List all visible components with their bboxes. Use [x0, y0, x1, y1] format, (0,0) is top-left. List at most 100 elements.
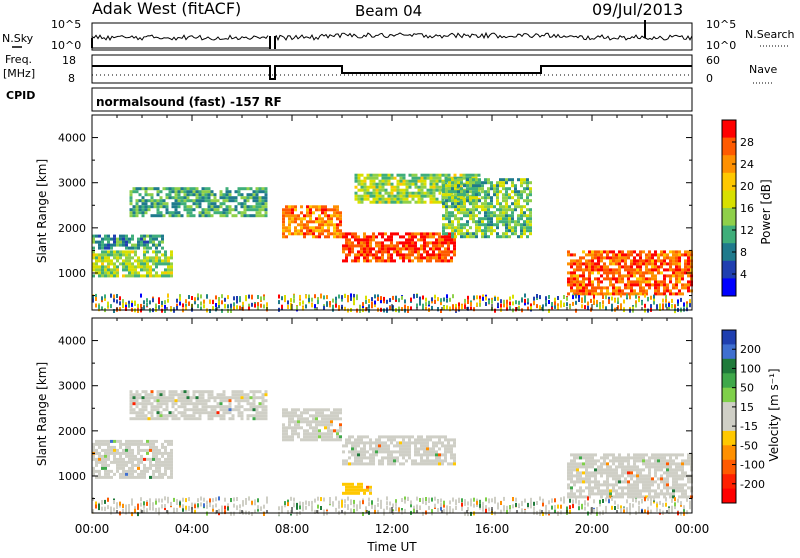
data-cell	[214, 202, 217, 205]
data-cell	[336, 217, 339, 220]
data-cell	[379, 183, 382, 186]
data-cell	[423, 232, 426, 235]
data-cell	[104, 467, 107, 470]
data-cell	[146, 470, 149, 473]
data-cell	[265, 393, 268, 396]
clutter-cell	[224, 506, 226, 510]
data-cell	[360, 441, 363, 444]
data-cell	[447, 438, 450, 441]
data-cell	[687, 477, 690, 480]
data-cell	[453, 238, 456, 241]
data-cell	[101, 262, 104, 265]
data-cell	[265, 190, 268, 193]
data-cell	[161, 461, 164, 464]
data-cell	[381, 256, 384, 259]
data-cell	[399, 435, 402, 438]
data-cell	[475, 193, 478, 196]
clutter-cell	[536, 501, 538, 505]
data-cell	[469, 174, 472, 177]
data-cell	[282, 414, 285, 417]
data-cell	[417, 253, 420, 256]
data-cell	[369, 247, 372, 250]
data-cell	[324, 214, 327, 217]
data-cell	[170, 268, 173, 271]
data-cell	[370, 177, 373, 180]
data-cell	[648, 250, 651, 253]
data-cell	[390, 253, 393, 256]
data-cell	[405, 232, 408, 235]
data-cell	[600, 253, 603, 256]
data-cell	[379, 189, 382, 192]
freq-strip-line	[92, 66, 692, 79]
data-cell	[591, 486, 594, 489]
data-cell	[345, 489, 348, 492]
data-cell	[175, 390, 178, 393]
data-cell	[184, 390, 187, 393]
data-cell	[241, 211, 244, 214]
data-cell	[426, 235, 429, 238]
data-cell	[609, 277, 612, 280]
data-cell	[603, 456, 606, 459]
data-cell	[454, 193, 457, 196]
data-cell	[143, 476, 146, 479]
data-cell	[306, 214, 309, 217]
data-cell	[318, 408, 321, 411]
clutter-cell	[167, 497, 169, 501]
data-cell	[134, 244, 137, 247]
data-cell	[175, 199, 178, 202]
data-cell	[463, 232, 466, 235]
data-cell	[669, 259, 672, 262]
data-cell	[339, 220, 342, 223]
clutter-cell	[104, 507, 106, 511]
data-cell	[152, 440, 155, 443]
data-cell	[505, 193, 508, 196]
data-cell	[241, 196, 244, 199]
clutter-cell	[449, 298, 451, 302]
data-cell	[415, 201, 418, 204]
data-cell	[119, 235, 122, 238]
data-cell	[321, 208, 324, 211]
clutter-cell	[101, 296, 103, 300]
data-cell	[119, 455, 122, 458]
clutter-cell	[359, 501, 361, 505]
data-cell	[205, 211, 208, 214]
data-cell	[199, 190, 202, 193]
data-cell	[208, 211, 211, 214]
data-cell	[196, 190, 199, 193]
data-cell	[678, 474, 681, 477]
data-cell	[95, 440, 98, 443]
data-cell	[158, 244, 161, 247]
data-cell	[370, 201, 373, 204]
data-cell	[145, 187, 148, 190]
data-cell	[300, 411, 303, 414]
data-cell	[421, 201, 424, 204]
data-cell	[579, 495, 582, 498]
clutter-cell	[335, 508, 337, 512]
data-cell	[149, 235, 152, 238]
data-cell	[684, 283, 687, 286]
data-cell	[408, 238, 411, 241]
data-cell	[663, 274, 666, 277]
clutter-cell	[242, 500, 244, 504]
data-cell	[364, 186, 367, 189]
data-cell	[336, 411, 339, 414]
data-cell	[444, 456, 447, 459]
data-cell	[333, 211, 336, 214]
data-cell	[453, 441, 456, 444]
data-cell	[354, 438, 357, 441]
data-cell	[594, 265, 597, 268]
clutter-cell	[263, 505, 265, 509]
data-cell	[636, 253, 639, 256]
clutter-cell	[227, 295, 229, 299]
clutter-cell	[611, 297, 613, 301]
data-cell	[591, 492, 594, 495]
data-cell	[612, 474, 615, 477]
data-cell	[603, 262, 606, 265]
data-cell	[633, 283, 636, 286]
clutter-cell	[389, 509, 391, 513]
data-cell	[107, 274, 110, 277]
data-cell	[306, 435, 309, 438]
data-cell	[511, 211, 514, 214]
data-cell	[184, 199, 187, 202]
